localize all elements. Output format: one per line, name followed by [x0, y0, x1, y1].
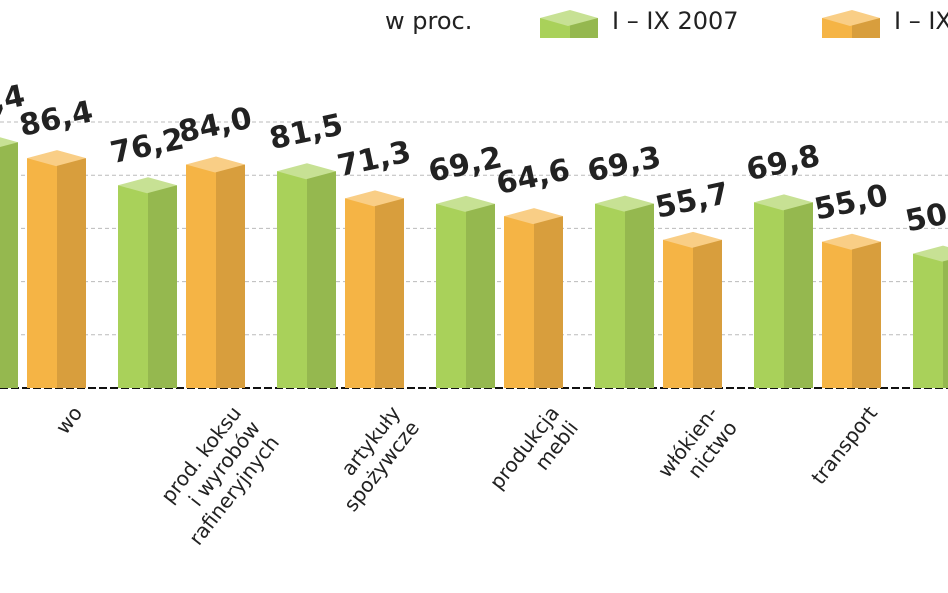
bar-side — [852, 241, 881, 388]
bar-side — [943, 253, 948, 388]
value-label: 69,2 — [425, 140, 505, 190]
x-tick-label: transport — [806, 401, 882, 489]
value-label: 84,0 — [175, 101, 255, 151]
bar-top — [913, 245, 948, 262]
x-tick-label-line: transport — [806, 401, 882, 489]
legend-swatch — [822, 10, 880, 38]
bar-top — [118, 177, 177, 194]
bar-top — [27, 150, 86, 167]
bar-front — [754, 202, 784, 388]
bar-side — [307, 171, 336, 388]
bar-top — [822, 233, 881, 250]
bar-top — [345, 190, 404, 207]
value-label: 71,3 — [334, 135, 414, 185]
bar-side — [534, 216, 563, 388]
bar — [27, 150, 86, 388]
bar-front — [27, 158, 57, 388]
bar — [754, 194, 813, 388]
bar-side — [0, 142, 18, 388]
bar-front — [822, 241, 852, 388]
bar-top — [436, 195, 495, 212]
x-tick-label: prod. koksui wyrobówrafineryjnych — [146, 401, 284, 549]
bar-top — [595, 195, 654, 212]
bar-side — [625, 203, 654, 388]
bar-front — [504, 216, 534, 388]
bar-top — [277, 163, 336, 180]
x-tick-label: wo — [50, 401, 87, 438]
bar-side — [693, 239, 722, 388]
bar — [436, 195, 495, 388]
bar-front — [663, 239, 693, 388]
bar — [504, 208, 563, 388]
bar — [822, 233, 881, 388]
bar-top — [0, 137, 18, 148]
bar-top — [754, 194, 813, 211]
x-tick-label-line: wo — [50, 401, 87, 438]
legend-swatch — [540, 10, 598, 38]
bar-top — [186, 156, 245, 173]
value-label: 55,7 — [652, 176, 732, 226]
value-label: 64,6 — [493, 152, 573, 202]
x-tick-label: produkcjamebli — [484, 401, 582, 508]
bar-side — [216, 164, 245, 388]
bar-front — [595, 203, 625, 388]
value-label: 69,3 — [584, 140, 664, 190]
bar-side — [57, 158, 86, 388]
value-label: 69,8 — [743, 139, 823, 189]
bar-top — [504, 208, 563, 225]
legend-label: I – IX 2008 — [894, 7, 948, 35]
legend-label: I – IX 2007 — [612, 7, 739, 35]
bar — [913, 245, 948, 388]
value-label: 86,4 — [16, 94, 96, 144]
bar-front — [913, 253, 943, 388]
bar-side — [466, 203, 495, 388]
bar — [595, 195, 654, 388]
bar-front — [186, 164, 216, 388]
bar — [118, 177, 177, 388]
legend-prefix: w proc. — [385, 7, 472, 35]
value-label: 55,0 — [811, 178, 891, 228]
bar-top — [663, 231, 722, 248]
bar-side — [148, 185, 177, 388]
x-tick-label: włókien-nictwo — [652, 401, 741, 496]
bar — [277, 163, 336, 388]
bar-side — [784, 202, 813, 388]
bar-front — [345, 198, 375, 388]
bar-front — [277, 171, 307, 388]
bar — [0, 137, 18, 388]
value-label: 76,2 — [107, 122, 187, 172]
bar-front — [436, 203, 466, 388]
bar-front — [118, 185, 148, 388]
value-label: 50,5 — [902, 190, 948, 240]
legend-top — [540, 10, 598, 26]
bar — [345, 190, 404, 388]
bar — [663, 231, 722, 388]
x-tick-label: artykułyspożywcze — [319, 401, 423, 516]
legend-top — [822, 10, 880, 26]
bar-side — [375, 198, 404, 388]
bar — [186, 156, 245, 388]
